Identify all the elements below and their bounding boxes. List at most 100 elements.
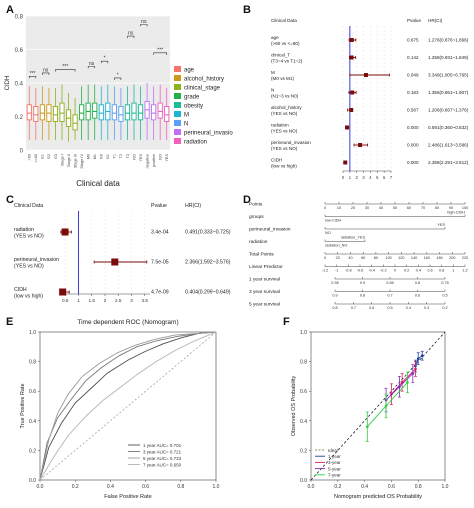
roc-chart: Time dependent ROC (Nomogram) 0.0 0.2 0.4 0.… [20, 319, 220, 500]
x-tick-label: >60 [28, 154, 32, 160]
nomogram-tick-label: 0.5 [387, 306, 392, 310]
nomogram-tick-label: 0.85 [386, 281, 393, 285]
hr-point [111, 258, 119, 266]
x-tick-label: 1.0 [442, 484, 449, 490]
legend-label: age [184, 68, 195, 74]
x-tick-label: YES [165, 154, 169, 162]
y-tick-label: 1.0 [29, 330, 36, 336]
x-tick-label: G2 [47, 154, 51, 159]
row-comparison: (low vs high) [14, 294, 43, 300]
box [79, 104, 85, 121]
x-tick-label: 2.5 [115, 298, 122, 303]
significance-label: ns [141, 19, 147, 25]
legend-label: 7 year AUC= 0.650 [143, 462, 182, 467]
nomogram-row-name: Points [249, 202, 263, 208]
y-tick-label: 0.8 [29, 360, 36, 366]
x-tick-label: 0 [342, 175, 345, 180]
nomogram-tick-label: 20 [351, 206, 355, 210]
hr-point [349, 55, 354, 60]
nomogram-level-label: NO [325, 231, 331, 235]
row-variable: CIDH [271, 158, 282, 163]
x-tick-label: T2 [119, 154, 123, 158]
x-tick-label: 1.0 [213, 484, 220, 490]
x-tick-label: 0.2 [334, 484, 341, 490]
row-hr: 3.349(1.005~6.765) [428, 73, 469, 78]
x-tick-label: N1 [106, 154, 110, 159]
legend-label: 3-year [328, 460, 341, 465]
row-pvalue: 0.049 [407, 73, 419, 78]
y-tick-label: 0.8 [15, 15, 24, 21]
legend-label: Ideal [328, 448, 338, 453]
x-tick-label: T3 [126, 154, 130, 158]
y-tick-label: 0.4 [300, 419, 307, 425]
y-axis-label: True Positive Rate [20, 383, 26, 428]
nomogram-row-name: groups [249, 214, 264, 220]
data-point [414, 367, 417, 371]
x-tick-label: 0.6 [142, 484, 149, 490]
x-tick-label: 7 [390, 175, 393, 180]
panel-a: A 0 0.2 0.4 0.6 0.8 >60 <=60 G1 G2 G3 Stage I Stage… [0, 0, 236, 190]
x-tick-label: 0.4 [107, 484, 114, 490]
nomogram-tick-label: -0.4 [368, 269, 375, 273]
x-tick-label: G3 [54, 154, 58, 159]
nomogram-tick-label: 120 [398, 256, 404, 260]
row-variable: M [271, 70, 275, 75]
y-tick-label: 0.0 [29, 478, 36, 484]
nomogram-tick-label: 10 [337, 206, 341, 210]
row-hr: 0.491(0.333~0.725) [185, 230, 231, 236]
x-tick-label: T1 [113, 154, 117, 158]
nomogram-tick-label: 0.75 [441, 281, 448, 285]
data-point [411, 372, 415, 375]
row-comparison: (YES vs NO) [271, 129, 298, 134]
roc-curve [39, 331, 217, 481]
nomogram-tick-label: 0 [324, 206, 326, 210]
row-pvalue: 0.142 [407, 55, 419, 60]
x-tick-label: positive [152, 154, 156, 167]
plot-frame [310, 331, 446, 481]
x-tick-label: Stage II [67, 154, 71, 167]
hr-point [363, 73, 368, 77]
row-comparison: (low vs high) [271, 164, 297, 169]
nomogram-tick-label: 200 [449, 256, 455, 260]
nomogram-tick-label: 0.7 [351, 306, 356, 310]
significance-label: * [117, 72, 119, 78]
row-comparison: (YES vs NO) [271, 146, 298, 151]
legend-label: 1 year AUC= 0.701 [143, 443, 182, 448]
panel-c-label: C [6, 194, 14, 206]
box [131, 102, 137, 121]
nomogram-tick-label: 0 [324, 256, 326, 260]
header-clinical-data: Clinical Data [271, 18, 297, 23]
header-clinical-data: Clinical Data [14, 203, 43, 209]
y-tick-label: 0.6 [15, 48, 24, 54]
x-tick-label: <=60 [34, 154, 38, 163]
row-pvalue: 0.183 [407, 90, 419, 95]
legend-label: 5 year AUC= 0.733 [143, 456, 182, 461]
box [164, 105, 170, 122]
legend-label: grade [184, 95, 200, 101]
row-pvalue: 0.000 [407, 125, 419, 130]
hr-point [59, 288, 67, 296]
panel-a-label: A [6, 4, 14, 16]
y-tick-label: 0.8 [300, 360, 307, 366]
x-tick-label: 2 [356, 175, 359, 180]
roc-curve [39, 331, 217, 481]
x-tick-label: 0.6 [388, 484, 395, 490]
box [151, 104, 157, 121]
hr-point [358, 143, 363, 147]
panel-f: F 0.0 0.2 0.4 0.6 0.8 1.0 0.0 0.2 0.4 0.6 0.8 1.0 Id… [237, 312, 474, 503]
x-tick-label: NO [158, 154, 162, 160]
row-comparison: (M0 vs M1) [271, 76, 294, 81]
hr-point [350, 90, 355, 95]
row-comparison: (T3~4 vs T1~2) [271, 59, 303, 64]
x-axis-label: Nomogram predicted OS Probability [334, 494, 422, 500]
hr-point [349, 108, 354, 112]
y-tick-label: 0.4 [29, 419, 36, 425]
x-tick-label: G1 [41, 154, 45, 159]
nomogram-tick-label: 100 [462, 206, 468, 210]
ideal-line [310, 331, 446, 481]
nomogram-level-label: radiation_NO [325, 244, 347, 248]
nomogram-tick-label: 0.9 [332, 294, 337, 298]
row-variable: CIDH [14, 287, 27, 293]
y-tick-label: 0.2 [29, 448, 36, 454]
row-pvalue: 0.000 [407, 143, 419, 148]
